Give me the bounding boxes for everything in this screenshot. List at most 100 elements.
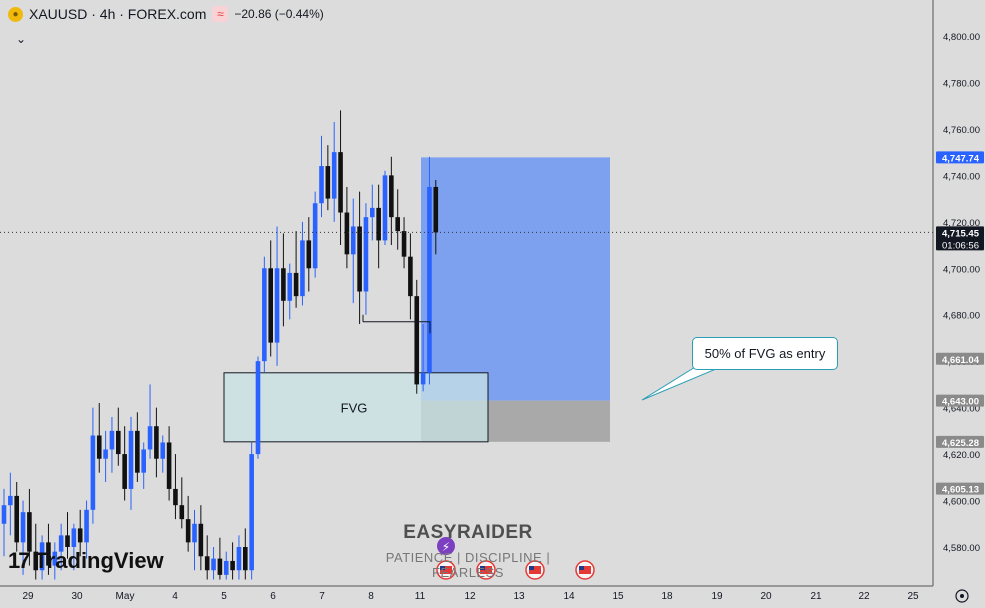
candle — [427, 156, 432, 385]
candle — [39, 535, 45, 580]
symbol-title: XAUUSD · 4h · FOREX.com — [29, 6, 207, 22]
candle-body — [173, 488, 178, 506]
candle — [217, 537, 223, 580]
candle-body — [135, 430, 140, 473]
candle-body — [338, 152, 343, 213]
candle-body — [414, 296, 420, 385]
candle-body — [249, 454, 254, 571]
price-tag: 4,661.04 — [936, 352, 984, 366]
price-change: −20.86 (−0.44%) — [234, 7, 324, 21]
candle — [109, 416, 115, 473]
price-tag-bg — [936, 394, 984, 407]
candle-body — [376, 207, 381, 241]
settings-ring — [955, 589, 969, 603]
entry-callout[interactable]: 50% of FVG as entry — [692, 337, 838, 370]
candle-body — [255, 361, 261, 455]
candle — [274, 226, 280, 366]
time-axis[interactable]: 29 30 May 4 5 6 7 8 11 12 13 14 15 18 19 20 21 22 25 — [0, 585, 985, 608]
fvg-label: FVG — [341, 400, 368, 415]
price-tag-label: 4,747.74 — [942, 153, 980, 164]
candle-body — [198, 523, 204, 557]
price-tag-label: 4,715.45 — [942, 228, 980, 239]
candle-body — [122, 454, 127, 489]
candle-body — [408, 256, 413, 297]
candle-body — [84, 509, 89, 543]
price-axis-background — [933, 0, 985, 608]
time-axis-background — [0, 586, 985, 608]
candle — [8, 472, 13, 536]
lightning-glyph: ⚡ — [442, 540, 450, 554]
candle — [96, 402, 102, 473]
x-tick-label: 15 — [612, 591, 624, 602]
x-tick-label: 22 — [858, 591, 870, 602]
candle — [350, 198, 356, 304]
candle-body — [262, 268, 267, 362]
x-tick-label: 20 — [760, 591, 772, 602]
candle-body — [427, 186, 432, 373]
candle-body — [312, 203, 318, 269]
candle — [1, 488, 7, 557]
candle — [71, 523, 77, 571]
gold-coin-icon: ● — [8, 6, 23, 22]
candle-body — [382, 175, 388, 241]
candle-body — [77, 528, 83, 543]
candle — [268, 240, 273, 357]
flag-stripes — [579, 566, 591, 574]
x-tick-label: 19 — [711, 591, 723, 602]
candle-body — [14, 495, 19, 543]
candle-body — [103, 449, 108, 459]
brand-subtitle: PATIENCE | DISCIPLINE | FEARLESS — [385, 550, 551, 580]
candle — [160, 435, 166, 473]
flag-stripes — [529, 566, 541, 574]
candle — [128, 416, 134, 510]
candle — [319, 135, 324, 218]
candle-body — [306, 240, 312, 269]
candle-body — [230, 560, 235, 571]
flag-canton — [529, 566, 534, 570]
candle-body — [33, 551, 39, 571]
candle-body — [243, 547, 248, 571]
candle-body — [363, 217, 369, 292]
settings-icon — [955, 589, 969, 603]
y-tick-label: 4,800.00 — [943, 32, 980, 43]
x-tick-label: 13 — [513, 591, 525, 602]
candle — [90, 407, 96, 524]
candle — [300, 221, 305, 306]
chevron-down-icon[interactable]: ⌄ — [16, 32, 27, 46]
price-tag: 4,747.74 — [936, 151, 984, 164]
candle — [414, 279, 420, 394]
candle — [401, 217, 407, 269]
candle-body — [319, 166, 324, 204]
candle — [325, 145, 331, 211]
candle — [395, 189, 400, 250]
price-tag-label: 4,625.28 — [942, 438, 979, 449]
candle — [27, 488, 32, 566]
candle-body — [27, 512, 32, 552]
price-tag-bg — [936, 435, 984, 448]
candle-body — [420, 372, 426, 385]
us-flag-event-icon — [575, 560, 595, 580]
candle — [433, 180, 439, 255]
candle — [230, 542, 235, 580]
fvg-box — [223, 372, 489, 443]
candle — [262, 256, 267, 373]
x-tick-label: 21 — [810, 591, 822, 602]
price-tag-bg — [936, 151, 984, 164]
candle — [287, 263, 293, 320]
tradingview-watermark: 17 TradingView — [8, 548, 164, 574]
candle — [357, 191, 362, 325]
candle — [103, 430, 108, 482]
candle-body — [325, 166, 331, 199]
candle-body — [20, 512, 26, 543]
candle-body — [274, 268, 280, 343]
brand-title: EASYRAIDER — [403, 522, 533, 543]
price-axis[interactable]: 4,580.004,600.004,620.004,640.004,660.00… — [932, 0, 985, 608]
symbol-header[interactable]: ● XAUUSD · 4h · FOREX.com ≈ −20.86 (−0.4… — [8, 6, 324, 22]
candle — [77, 509, 83, 557]
candle-body — [96, 435, 102, 459]
swing-marker-line — [362, 314, 431, 334]
candle — [173, 454, 178, 520]
candlestick-series — [1, 110, 439, 580]
candle — [116, 407, 121, 466]
